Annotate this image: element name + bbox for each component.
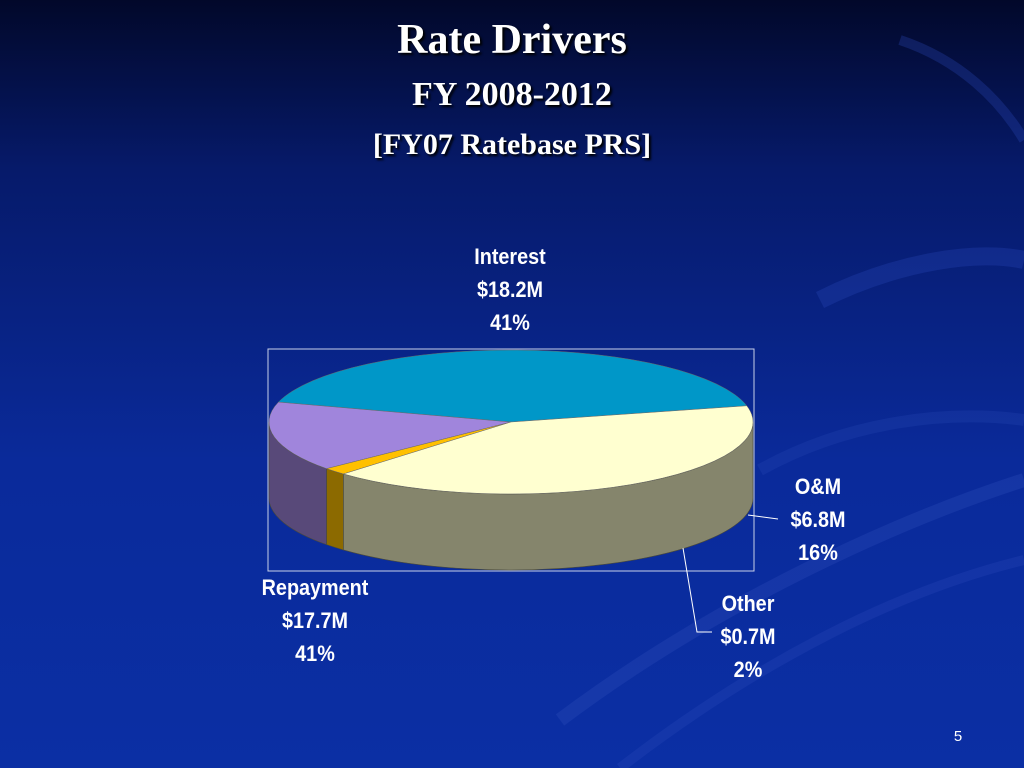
- slide-subtitle-ratebase: [FY07 Ratebase PRS]: [372, 128, 652, 161]
- slice-label-other: Other $0.7M 2%: [703, 587, 793, 686]
- pie-slice-interest: [277, 349, 748, 423]
- slide-title: Rate Drivers: [397, 17, 627, 63]
- interest-label-text: Interest: [474, 244, 546, 269]
- interest-percent: 41%: [490, 310, 530, 335]
- other-amount: $0.7M: [720, 624, 776, 649]
- slide-subtitle-years: FY 2008-2012: [412, 76, 612, 113]
- slice-label-interest: Interest $18.2M 41%: [447, 240, 573, 339]
- slice-label-repayment: Repayment $17.7M 41%: [248, 571, 383, 670]
- leader-line-other: [682, 547, 712, 633]
- repayment-label-text: Repayment: [261, 575, 369, 600]
- leader-line-om: [747, 514, 779, 520]
- other-label-text: Other: [721, 591, 775, 616]
- pie-side-other: [326, 468, 344, 551]
- page-number: 5: [953, 728, 963, 745]
- repayment-amount: $17.7M: [281, 608, 349, 633]
- om-percent: 16%: [798, 540, 838, 565]
- pie-slice-om: [268, 401, 512, 469]
- interest-amount: $18.2M: [476, 277, 544, 302]
- om-amount: $6.8M: [790, 507, 846, 532]
- other-percent: 2%: [733, 657, 763, 682]
- plot-area-frame: [267, 348, 755, 572]
- repayment-percent: 41%: [295, 641, 335, 666]
- slice-label-om: O&M $6.8M 16%: [773, 470, 863, 569]
- pie-slice-repayment: [342, 405, 754, 495]
- om-label-text: O&M: [794, 474, 842, 499]
